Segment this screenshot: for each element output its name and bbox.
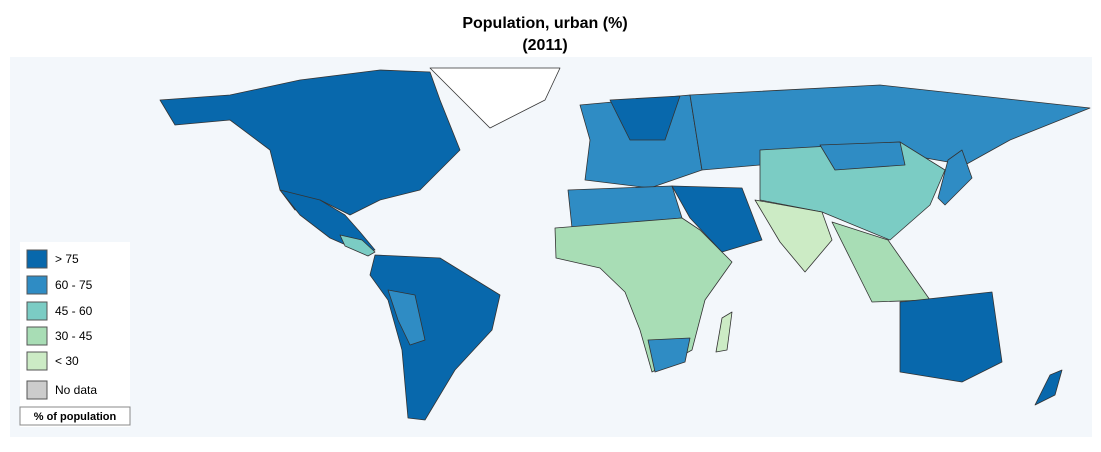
china (759, 141, 946, 241)
legend-caption: % of population (34, 411, 117, 423)
legend-swatch (26, 351, 48, 371)
greenland (429, 67, 561, 129)
map-title: Population, urban (%) (462, 15, 627, 32)
new-zealand (1034, 369, 1063, 406)
legend-label: < 30 (55, 354, 79, 368)
legend-label: 45 - 60 (55, 304, 93, 318)
andes (387, 289, 426, 346)
legend-swatch (26, 301, 48, 321)
legend-label: > 75 (55, 252, 79, 266)
mongolia (819, 141, 906, 171)
legend-label: No data (55, 383, 97, 397)
mexico (279, 189, 376, 253)
southern-africa (647, 337, 691, 373)
india (754, 199, 833, 273)
north-america (159, 69, 461, 216)
legend-label: 60 - 75 (55, 278, 93, 292)
countries (159, 67, 1091, 421)
map-subtitle: (2011) (522, 37, 567, 54)
central-america (339, 234, 376, 257)
madagascar (715, 311, 733, 353)
legend-swatch (26, 326, 48, 346)
japan (937, 149, 973, 206)
middle-east (671, 185, 763, 253)
southeast-asia (831, 221, 931, 303)
australia (899, 291, 1003, 383)
scandinavia (609, 95, 681, 141)
legend-swatch (26, 380, 48, 400)
legend: > 75 60 - 75 45 - 60 30 - 45 < 30 No dat… (19, 242, 131, 427)
legend-swatch (26, 275, 48, 295)
legend-label: 30 - 45 (55, 329, 93, 343)
legend-swatch (26, 249, 48, 269)
legend-caption-box (19, 406, 131, 426)
